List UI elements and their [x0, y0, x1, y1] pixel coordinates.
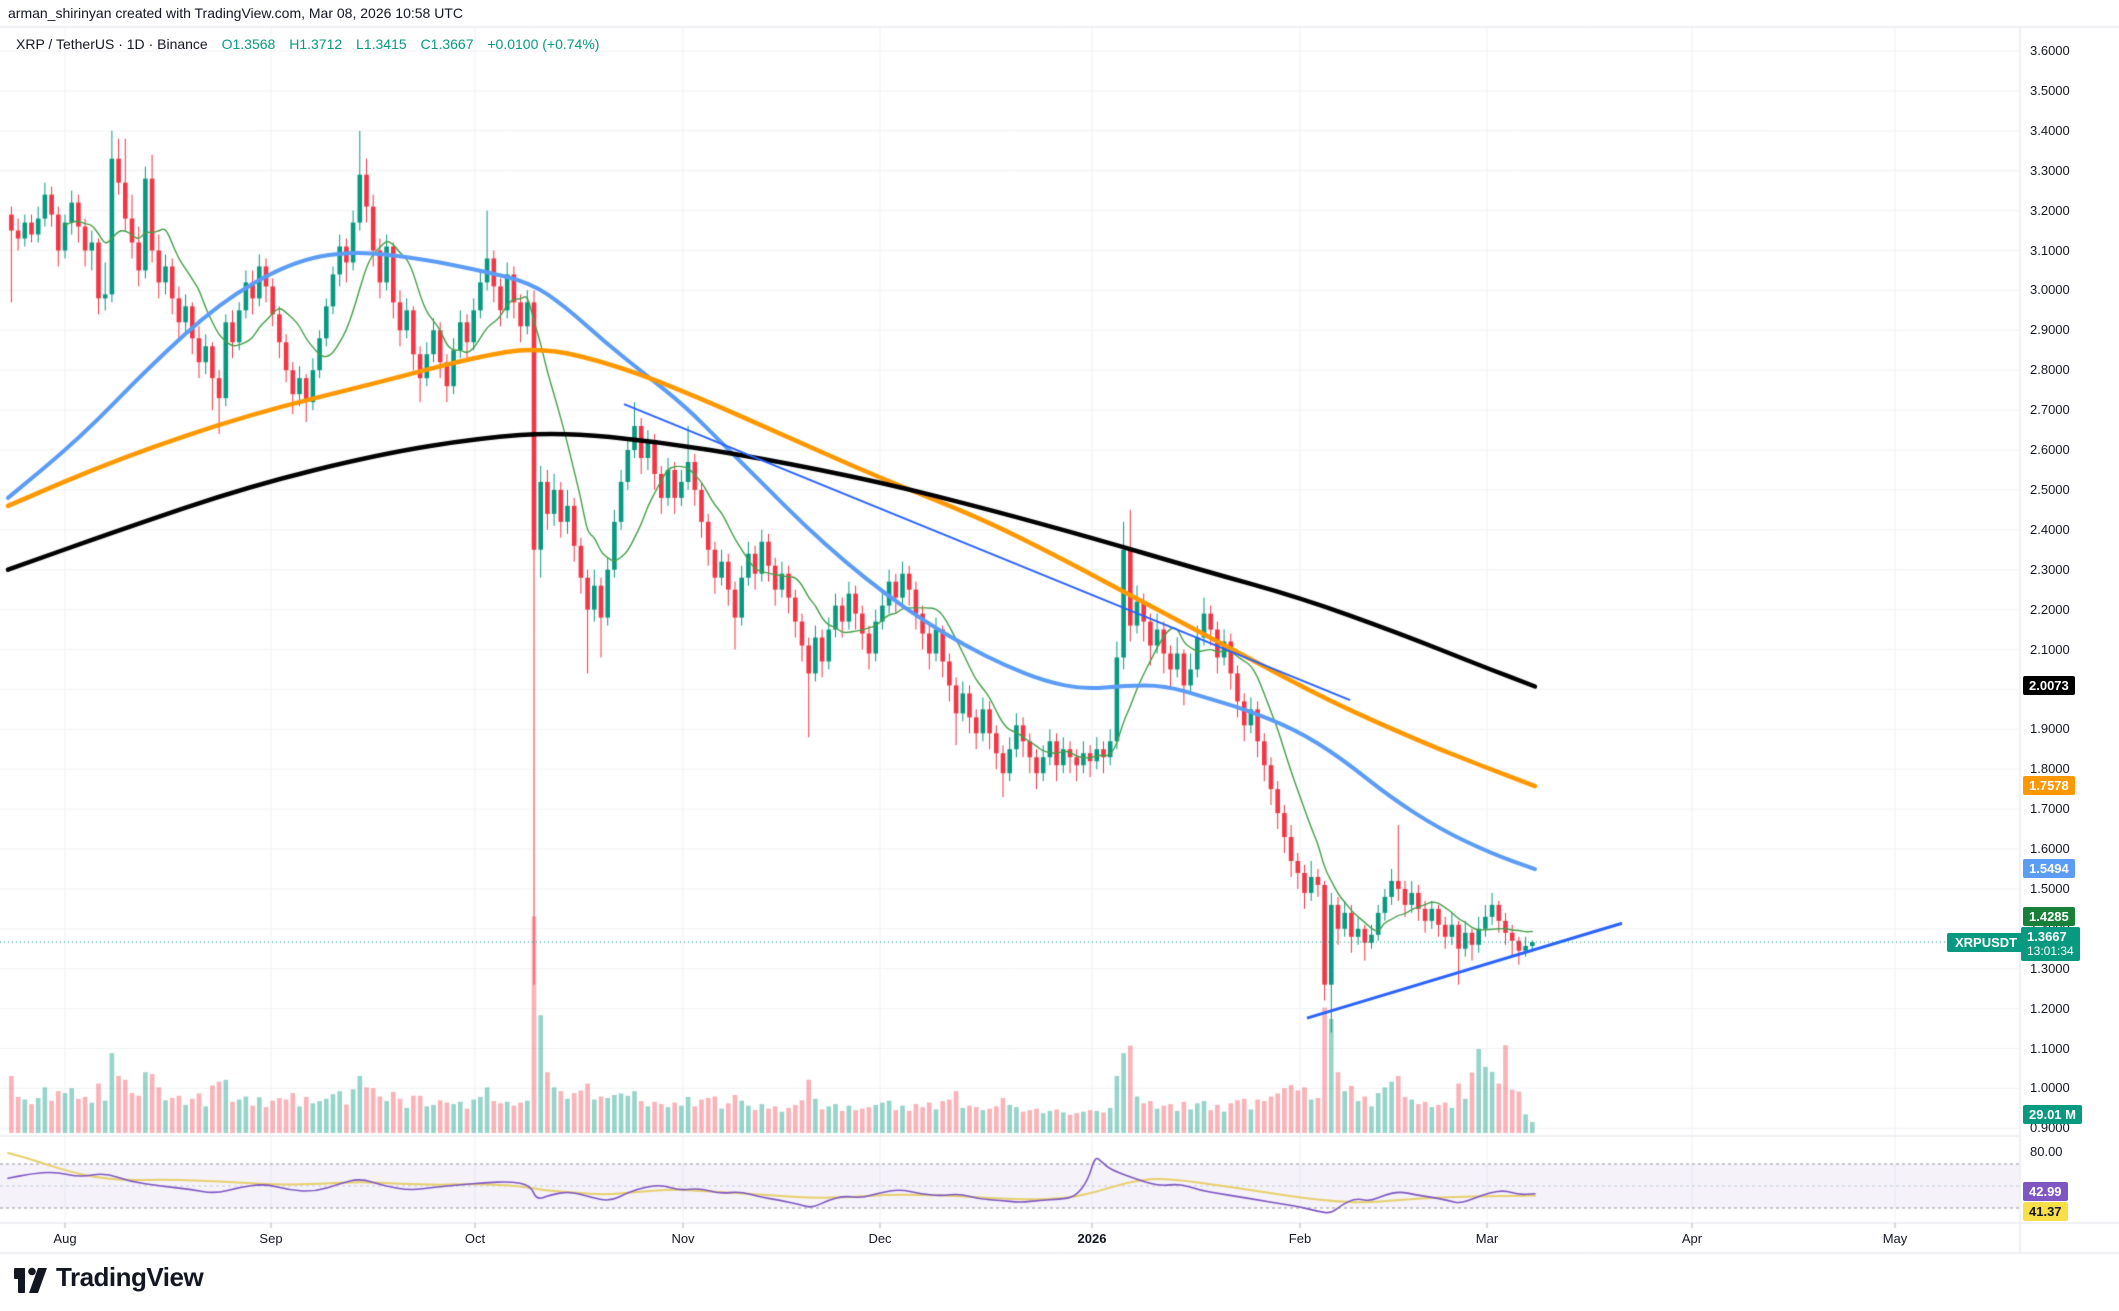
- sma50-value: 1.5494: [2023, 859, 2075, 879]
- price-tick-label: 2.5000: [2030, 481, 2070, 497]
- time-tick-label: Dec: [868, 1231, 892, 1246]
- interval-label: 1D: [126, 36, 145, 52]
- tradingview-logo-text: TradingView: [56, 1262, 204, 1292]
- last-price-badge: 1.3667 13:01:34: [2021, 927, 2080, 962]
- last-price-value: 1.3667: [2027, 929, 2067, 945]
- price-tick-label: 3.4000: [2030, 122, 2070, 138]
- time-tick-label: Aug: [53, 1231, 77, 1246]
- price-tick-label: 1.6000: [2030, 841, 2070, 856]
- price-tick-label: 1.7000: [2030, 801, 2070, 817]
- price-tick-label: 2.3000: [2030, 561, 2070, 577]
- tradingview-logo-icon: [14, 1267, 47, 1293]
- time-tick-label: Nov: [671, 1231, 695, 1246]
- time-tick-label: Apr: [1681, 1231, 1703, 1246]
- price-tick-label: 1.0000: [2030, 1080, 2070, 1096]
- price-tick-label: 1.2000: [2030, 1000, 2070, 1016]
- time-tick-label: Oct: [464, 1231, 486, 1246]
- rsi-value: 42.99: [2023, 1182, 2068, 1201]
- price-tick-label: 1.5000: [2030, 880, 2070, 896]
- time-tick-label: Feb: [1288, 1231, 1312, 1246]
- change-label: +0.0100 (+0.74%): [487, 36, 600, 52]
- symbol-price-tag: XRPUSDT: [1947, 933, 2026, 953]
- symbol-title: XRP / TetherUS · 1D · Binance: [16, 36, 208, 52]
- rsi-ma-value: 41.37: [2023, 1202, 2068, 1221]
- time-tick-label: Sep: [259, 1231, 283, 1246]
- ohlc-low: L1.3415: [356, 36, 407, 52]
- price-tick-label: 1.1000: [2030, 1040, 2070, 1056]
- price-tick-label: 0.9000: [2030, 1120, 2070, 1136]
- price-tick-label: 1.8000: [2030, 761, 2070, 777]
- price-tick-label: 3.5000: [2030, 82, 2070, 98]
- ohlc-close: C1.3667: [420, 36, 474, 52]
- price-tick-label: 3.6000: [2030, 43, 2070, 58]
- price-tick-label: 2.9000: [2030, 322, 2070, 338]
- rsi-level-label: 80.00: [2030, 1144, 2063, 1159]
- price-tick-label: 2.2000: [2030, 601, 2070, 617]
- time-tick-label: Mar: [1475, 1231, 1499, 1246]
- price-tick-label: 2.1000: [2030, 641, 2070, 657]
- ma9-value: 1.4285: [2023, 907, 2075, 927]
- exchange-label: Binance: [157, 36, 208, 52]
- ohlc-open: O1.3568: [221, 36, 276, 52]
- price-tick-label: 2.8000: [2030, 362, 2070, 378]
- price-tick-label: 1.3000: [2030, 960, 2070, 976]
- time-tick-label: May: [1882, 1231, 1908, 1246]
- price-tick-label: 1.9000: [2030, 721, 2070, 737]
- price-tick-label: 2.4000: [2030, 521, 2070, 537]
- time-tick-label: 2026: [1077, 1231, 1107, 1246]
- sma100-value: 1.7578: [2023, 776, 2075, 796]
- attribution-text: arman_shirinyan created with TradingView…: [8, 5, 463, 21]
- ohlc-high: H1.3712: [289, 36, 343, 52]
- price-tick-label: 3.2000: [2030, 202, 2070, 218]
- price-tick-label: 3.1000: [2030, 242, 2070, 258]
- price-tick-label: 2.6000: [2030, 442, 2070, 457]
- chart-legend[interactable]: XRP / TetherUS · 1D · Binance O1.3568 H1…: [16, 36, 599, 52]
- price-tick-label: 3.3000: [2030, 162, 2070, 178]
- price-tick-label: 2.7000: [2030, 402, 2070, 418]
- tradingview-logo[interactable]: TradingView: [14, 1262, 204, 1293]
- volume-value: 29.01 M: [2023, 1105, 2082, 1124]
- sma200-value: 2.0073: [2023, 676, 2075, 696]
- bar-countdown: 13:01:34: [2027, 944, 2074, 959]
- price-tick-label: 3.0000: [2030, 282, 2070, 298]
